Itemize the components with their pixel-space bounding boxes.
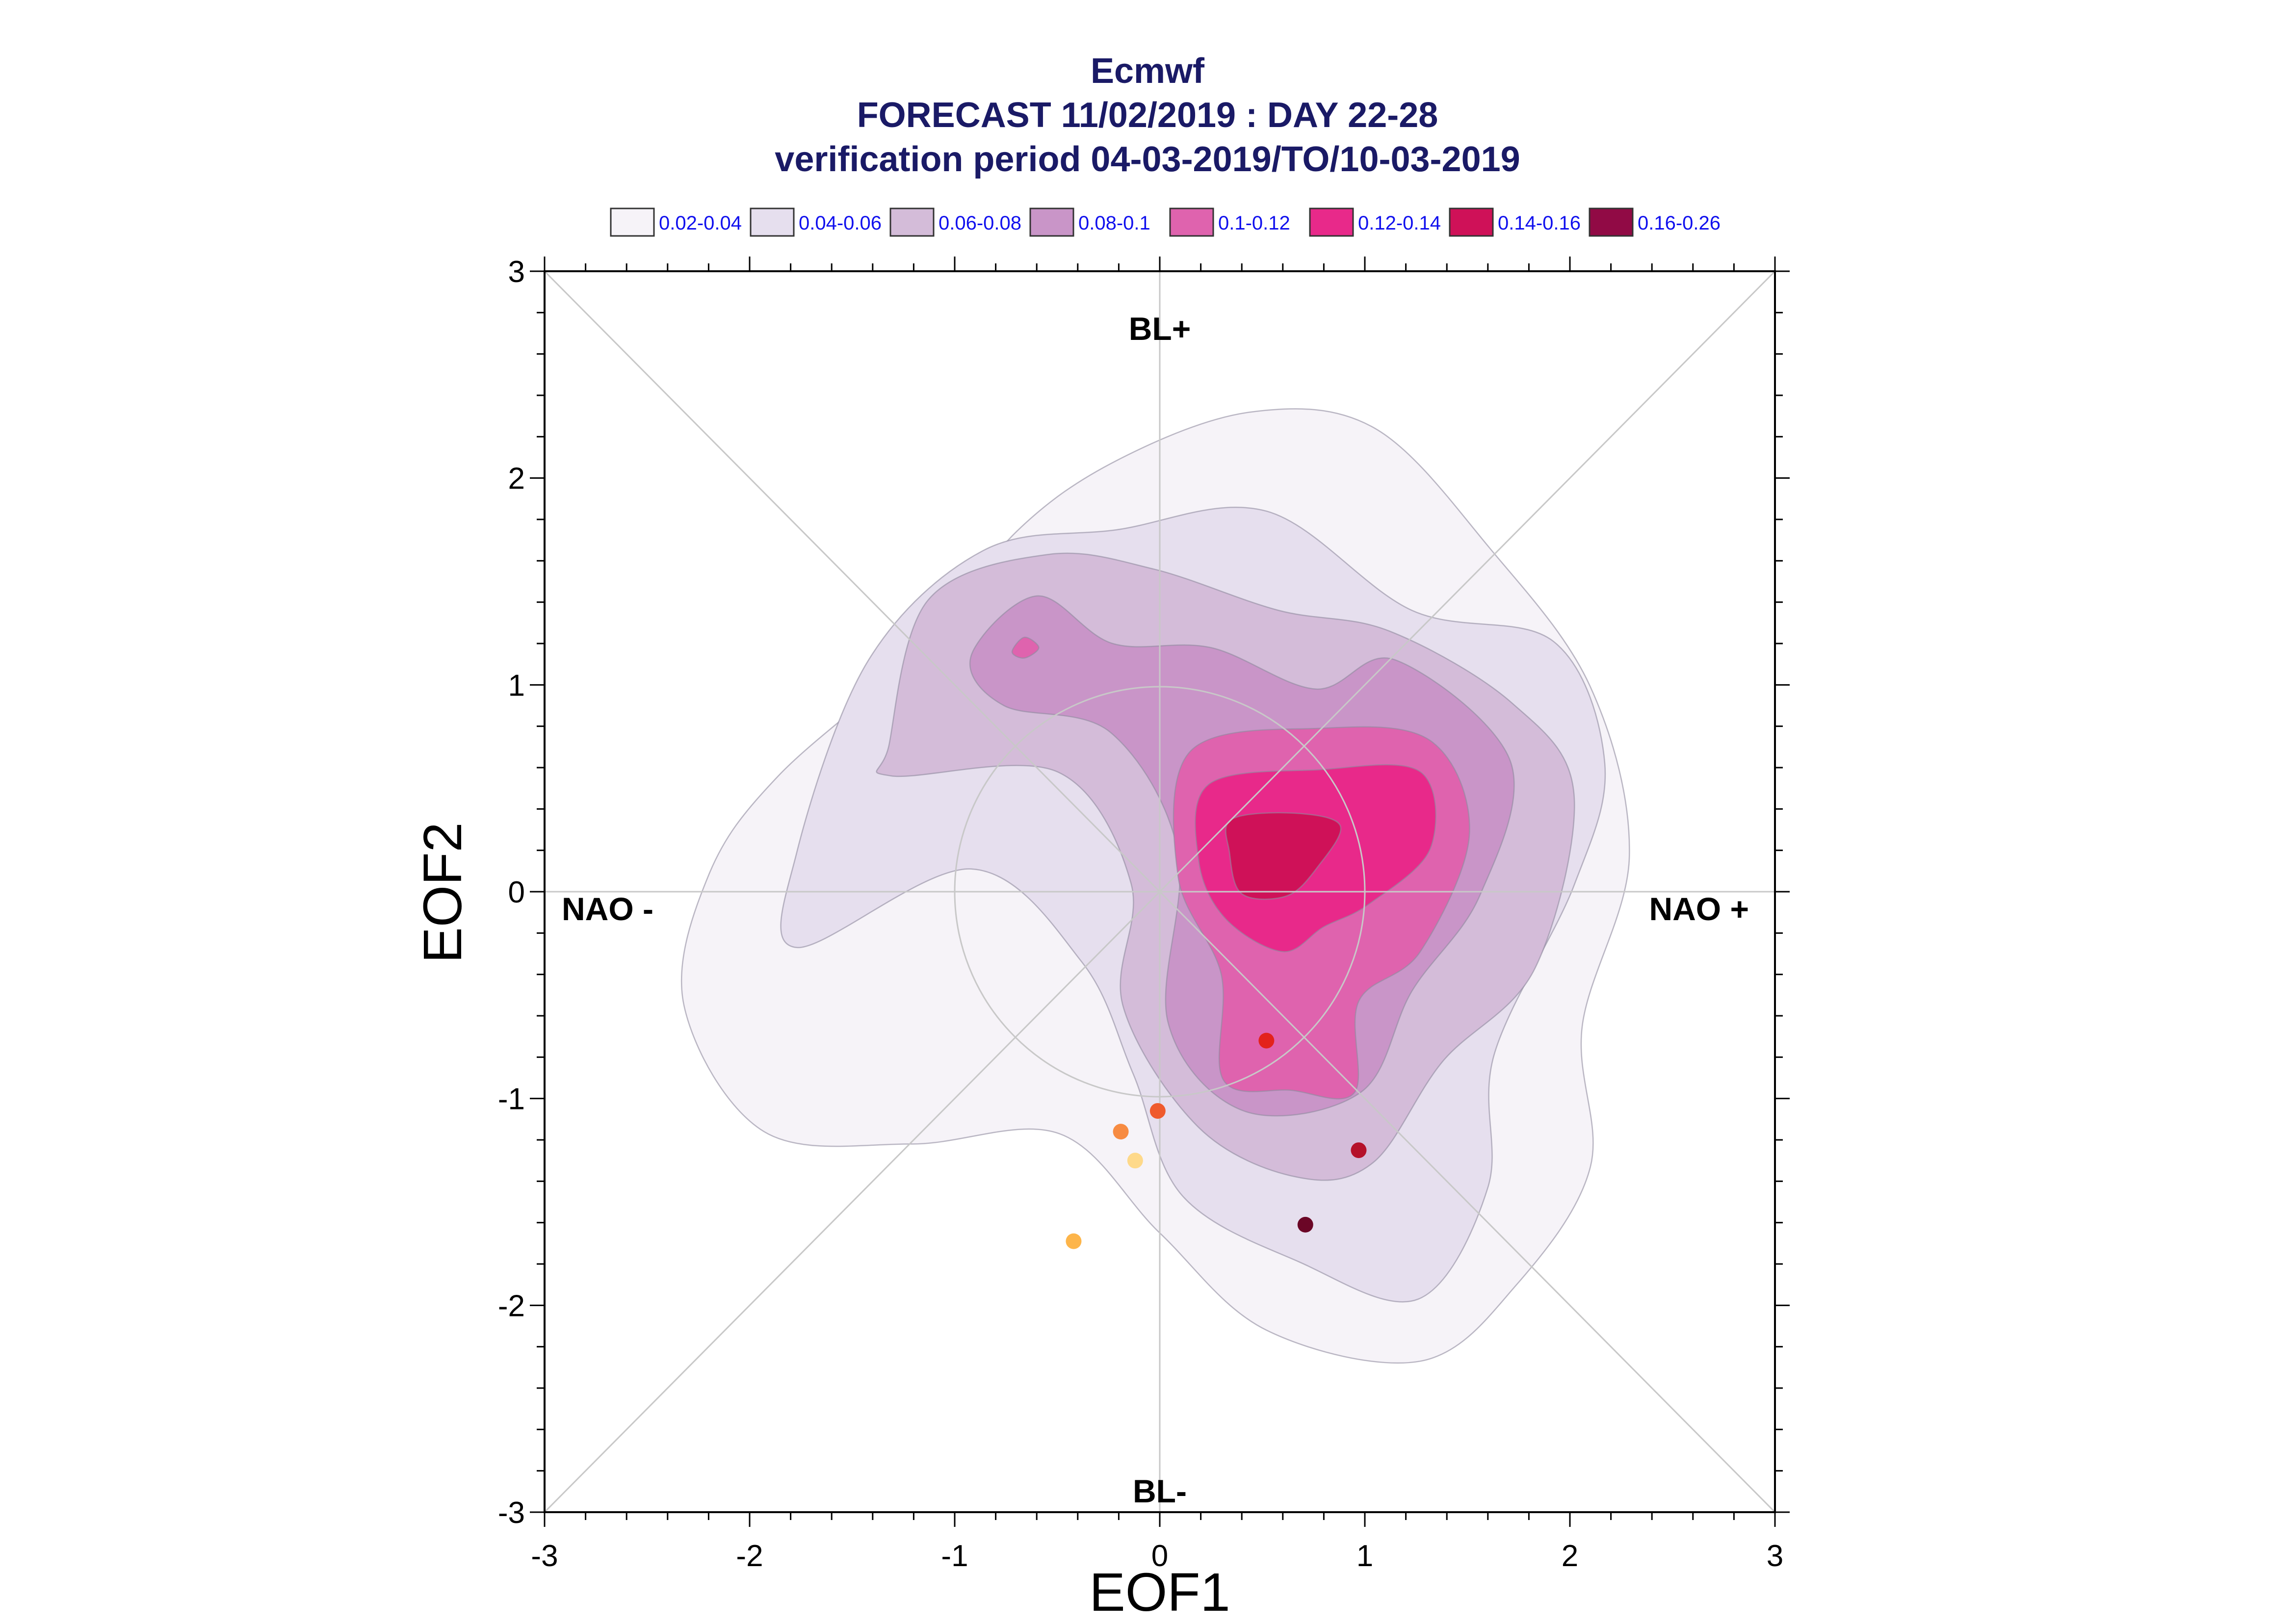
regime-label-top: BL+ <box>1129 310 1191 347</box>
legend-swatch <box>750 207 795 237</box>
plot-frame: -3 -2 -1 0 1 2 3 -3 -2 -1 0 1 2 3 <box>498 255 1790 1573</box>
chart-title-line-2: FORECAST 11/02/2019 : DAY 22-28 <box>857 96 1438 135</box>
legend-label: 0.1-0.12 <box>1218 212 1290 234</box>
density-contours <box>680 408 1630 1364</box>
regime-label-bottom: BL- <box>1133 1473 1187 1509</box>
x-tick-label: -2 <box>736 1539 763 1573</box>
regime-label-left: NAO - <box>562 891 653 927</box>
x-tick-label: -3 <box>531 1539 558 1573</box>
legend-label: 0.06-0.08 <box>939 212 1021 234</box>
y-tick-label: 1 <box>508 669 525 702</box>
density-contour-level-6 <box>1225 812 1342 900</box>
x-tick-label: 2 <box>1562 1539 1578 1573</box>
legend-label: 0.02-0.04 <box>659 212 742 234</box>
chart-title-line-3: verification period 04-03-2019/TO/10-03-… <box>775 140 1520 179</box>
x-tick-label: -1 <box>941 1539 968 1573</box>
y-tick-label: 2 <box>508 462 525 496</box>
legend-label: 0.14-0.16 <box>1498 212 1581 234</box>
x-tick-label: 3 <box>1767 1539 1783 1573</box>
y-tick-label: -1 <box>498 1083 525 1116</box>
legend-swatch <box>1309 207 1354 237</box>
x-tick-label: 1 <box>1356 1539 1373 1573</box>
legend-label: 0.04-0.06 <box>799 212 882 234</box>
y-tick-label: 3 <box>508 255 525 289</box>
data-point <box>1113 1124 1129 1140</box>
y-axis-label: EOF2 <box>413 822 473 963</box>
legend-swatch <box>610 207 655 237</box>
regime-labels: BL+ BL- NAO - NAO + <box>562 310 1749 1509</box>
y-tick-label: 0 <box>508 876 525 909</box>
data-point <box>1149 1103 1166 1119</box>
chart-title-line-1: Ecmwf <box>1090 52 1205 91</box>
legend-swatch <box>1169 207 1214 237</box>
axis-text: EOF1 EOF2 <box>413 822 1230 1623</box>
density-contour-level-3 <box>1011 637 1040 659</box>
y-tick-label: -2 <box>498 1289 525 1323</box>
legend-swatch <box>889 207 935 237</box>
data-point <box>1297 1216 1313 1233</box>
legend-swatch <box>1589 207 1634 237</box>
data-point <box>1258 1032 1275 1049</box>
legend-swatch <box>1029 207 1074 237</box>
legend-label: 0.12-0.14 <box>1358 212 1441 234</box>
legend: 0.02-0.04 0.04-0.06 0.06-0.08 0.08-0.1 0.1-0… <box>610 207 1721 237</box>
data-point <box>1066 1233 1082 1249</box>
x-tick-label: 0 <box>1151 1539 1168 1573</box>
legend-label: 0.08-0.1 <box>1078 212 1150 234</box>
y-tick-label: -3 <box>498 1496 525 1530</box>
x-axis-label: EOF1 <box>1089 1562 1230 1623</box>
data-points <box>1066 1032 1367 1249</box>
legend-swatch <box>1449 207 1494 237</box>
chart-title-block: Ecmwf FORECAST 11/02/2019 : DAY 22-28 ve… <box>0 49 2295 181</box>
data-point <box>1127 1153 1143 1169</box>
unit-circle <box>954 686 1366 1098</box>
data-point <box>1351 1142 1367 1159</box>
reference-lines <box>544 270 1776 1513</box>
regime-label-right: NAO + <box>1649 891 1749 927</box>
legend-label: 0.16-0.26 <box>1638 212 1721 234</box>
